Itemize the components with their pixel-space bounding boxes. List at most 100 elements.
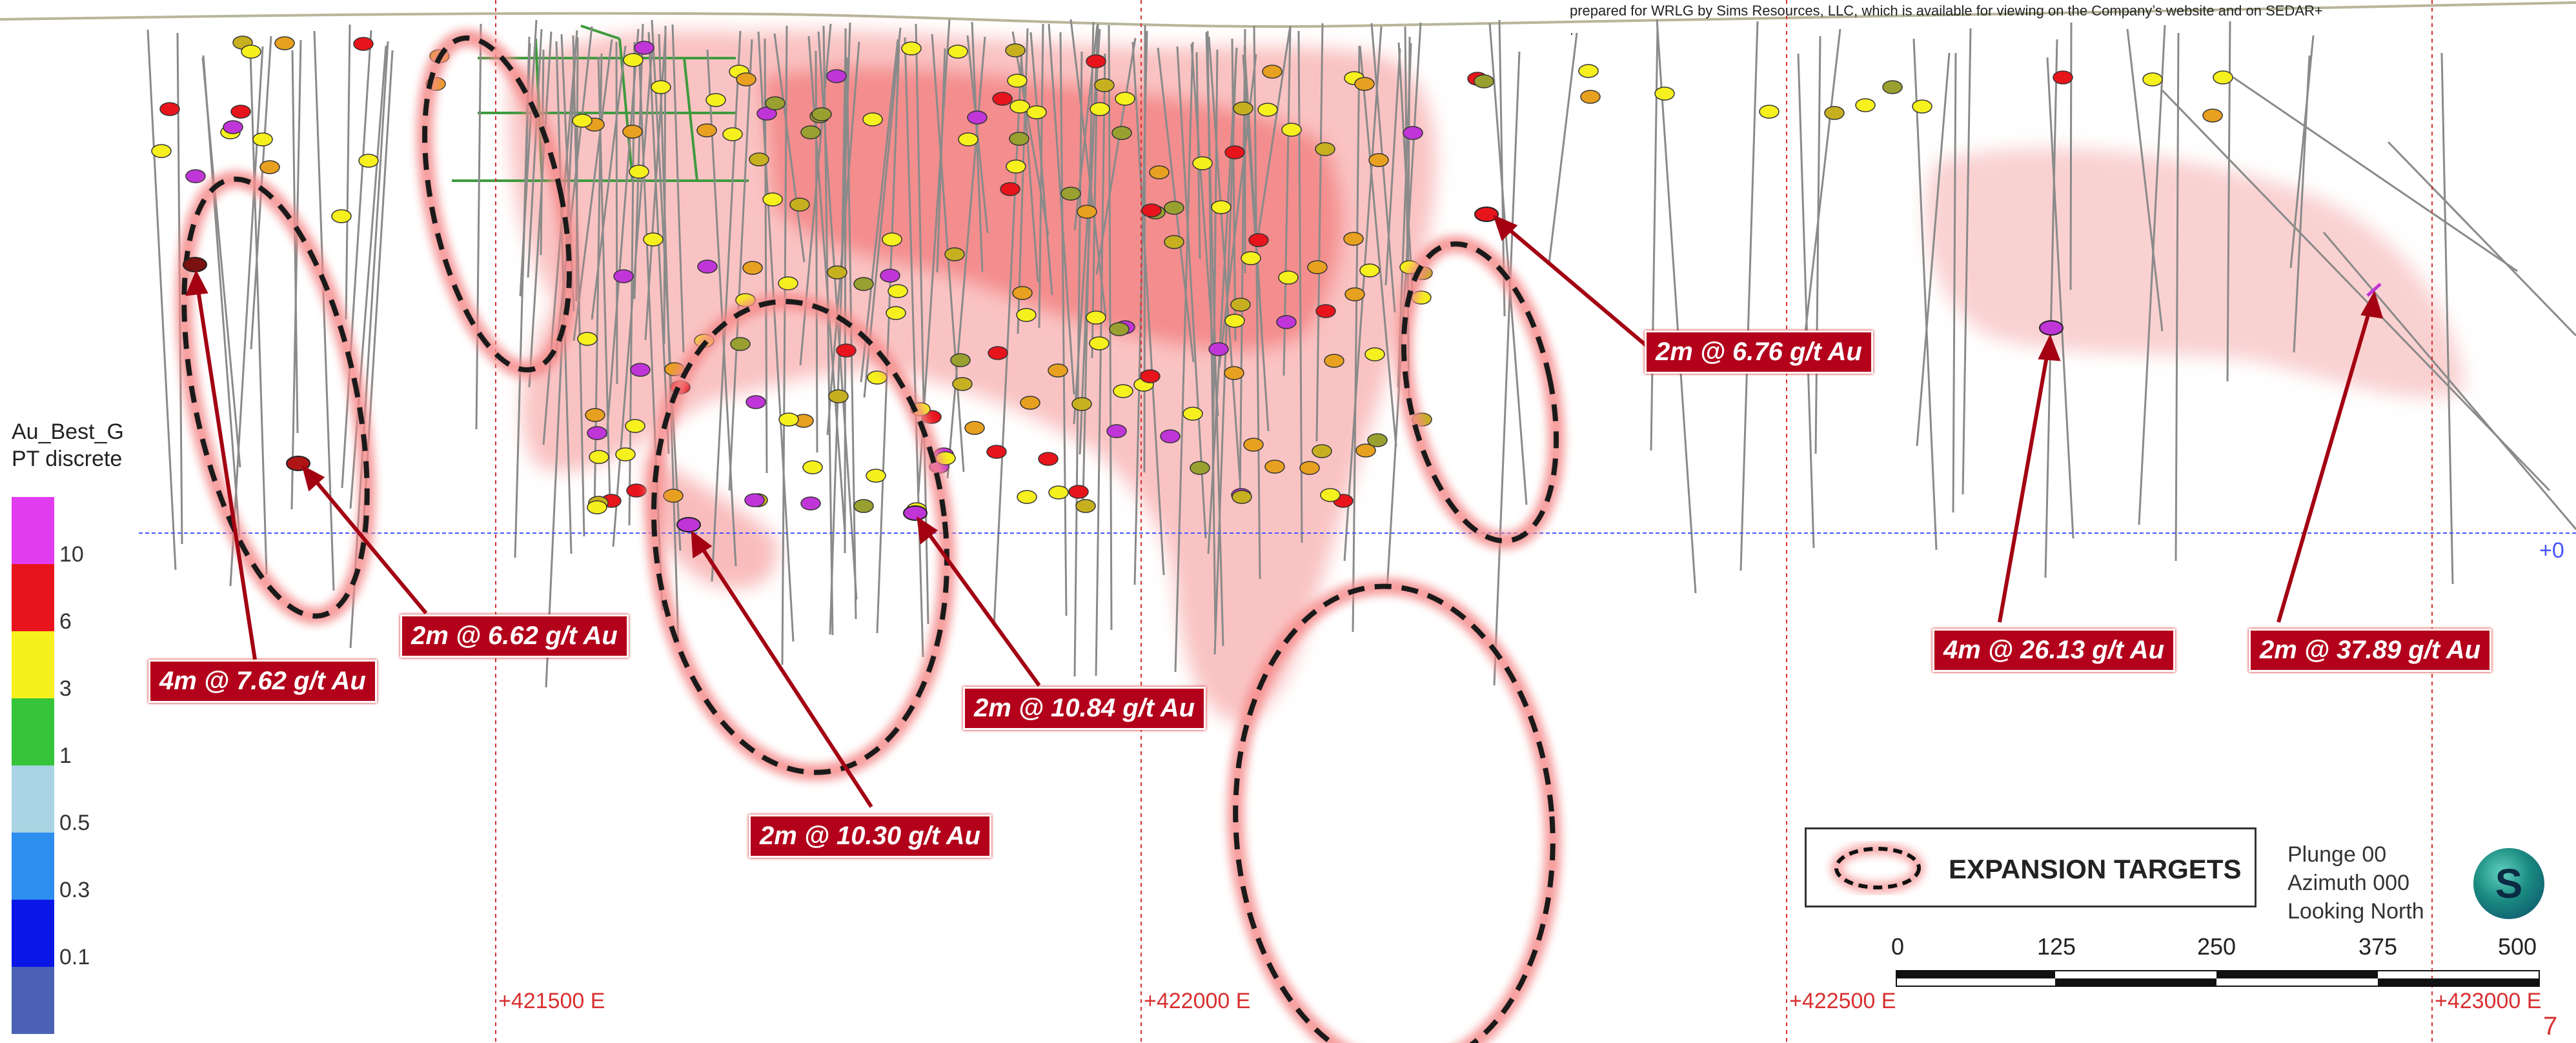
expansion-target-symbol: [1831, 844, 1924, 893]
assay-disc: [1007, 74, 1028, 88]
assay-disc: [159, 102, 180, 116]
drill-hole-trace: [1207, 47, 1238, 554]
drill-hole-trace: [573, 39, 613, 341]
assay-disc: [1224, 145, 1245, 159]
assay-disc: [1403, 126, 1423, 140]
drill-hole-trace: [2289, 35, 2315, 268]
drill-hole-trace: [1095, 53, 1106, 676]
drill-hole-trace: [860, 39, 899, 383]
assay-disc: [1262, 65, 1283, 79]
assay-disc: [1241, 251, 1261, 265]
legend-label-3: 3: [59, 676, 72, 701]
drill-hole-trace: [147, 29, 177, 571]
assay-disc: [887, 284, 908, 298]
callout-intercept-6: 4m @ 26.13 g/t Au: [1932, 629, 2176, 672]
assay-disc: [882, 232, 902, 247]
assay-disc: [836, 343, 857, 358]
assay-disc: [967, 110, 988, 125]
drill-hole-trace: [846, 57, 857, 620]
assay-disc: [1315, 142, 1335, 156]
assay-disc: [1312, 444, 1332, 458]
looking-text: Looking North: [2287, 899, 2424, 924]
legend-label-0-3: 0.3: [59, 878, 90, 902]
assay-disc: [1320, 488, 1341, 502]
drill-hole-trace: [840, 43, 847, 279]
drill-hole-trace: [1548, 32, 1578, 264]
assay-disc: [630, 363, 651, 377]
assay-disc: [1324, 354, 1344, 368]
assay-disc: [749, 152, 769, 167]
source-note-line: prepared for WRLG by Sims Resources, LLC…: [1570, 3, 2323, 19]
assay-disc: [274, 36, 295, 50]
assay-disc: [1315, 304, 1336, 318]
drill-hole-trace: [971, 21, 984, 272]
assay-disc: [762, 192, 783, 207]
drill-hole-trace: [1656, 19, 1697, 594]
assay-disc: [722, 127, 743, 141]
assay-disc: [800, 496, 821, 511]
logo-letter: S: [2495, 860, 2523, 907]
assay-disc: [1355, 443, 1376, 458]
drill-hole-trace: [514, 36, 531, 558]
drill-hole-trace: [1352, 45, 1361, 633]
assay-disc: [1005, 43, 1026, 57]
expansion-targets-label: EXPANSION TARGETS: [1949, 854, 2242, 884]
drill-hole-trace: [829, 22, 851, 635]
scale-tick-375: 375: [2358, 933, 2398, 960]
assay-disc: [1086, 310, 1106, 325]
view-orientation: Plunge 00 Azimuth 000 Looking North: [2287, 840, 2424, 926]
assay-disc: [853, 499, 874, 513]
drill-hole-trace: [1176, 46, 1207, 539]
assay-disc: [1009, 132, 1029, 146]
legend-label-0-5: 0.5: [59, 811, 90, 835]
drill-hole-trace: [1797, 53, 1815, 549]
assay-intercepts: [151, 35, 2233, 516]
scale-bar: [1896, 970, 2540, 987]
mineralized-shell: [509, 30, 2466, 724]
assay-disc: [802, 460, 823, 474]
drill-hole-trace: [2293, 55, 2311, 353]
assay-disc: [634, 41, 654, 55]
drill-hole-trace: [1315, 23, 1324, 442]
drill-hole-trace: [781, 25, 788, 665]
drill-hole-trace: [545, 55, 576, 688]
expansion-target-ellipse: [181, 176, 370, 619]
assay-disc: [886, 306, 906, 320]
assay-disc: [1026, 105, 1047, 119]
easting-gridlines: [495, 0, 2433, 1043]
drill-hole-trace: [844, 28, 847, 554]
legend-swatch-0-1: [12, 900, 54, 967]
drill-hole-trace: [519, 19, 538, 297]
assay-disc: [223, 120, 243, 134]
assay-disc: [1182, 407, 1203, 421]
drill-hole-trace: [1011, 31, 1050, 236]
drill-hole-trace: [1359, 45, 1397, 447]
assay-disc: [789, 197, 810, 212]
drill-hole-trace: [1370, 23, 1396, 313]
assay-disc: [1276, 315, 1297, 329]
drill-hole-trace: [773, 33, 806, 263]
assay-disc: [862, 112, 883, 127]
assay-disc: [744, 493, 765, 507]
assay-disc: [867, 370, 887, 385]
assay-disc: [1224, 366, 1244, 380]
drill-hole-trace: [1814, 35, 1821, 454]
assay-disc: [613, 269, 634, 283]
assay-disc: [811, 107, 832, 121]
assay-disc: [1075, 499, 1096, 513]
assay-disc: [1307, 260, 1328, 274]
assay-disc: [1233, 101, 1253, 116]
drill-hole-trace: [633, 23, 644, 299]
assay-disc: [1192, 156, 1213, 170]
drill-hole-trace: [1029, 32, 1053, 296]
drill-hole-trace: [615, 41, 618, 385]
drill-hole-trace: [1297, 30, 1303, 543]
assay-disc: [2213, 70, 2233, 85]
drill-hole-trace: [345, 24, 351, 320]
assay-disc: [1048, 485, 1069, 500]
scale-tick-500: 500: [2498, 933, 2537, 960]
drill-hole-trace: [1253, 25, 1261, 580]
drill-hole-trace: [1095, 37, 1137, 275]
assay-disc: [964, 421, 985, 435]
assay-disc: [2202, 108, 2223, 123]
